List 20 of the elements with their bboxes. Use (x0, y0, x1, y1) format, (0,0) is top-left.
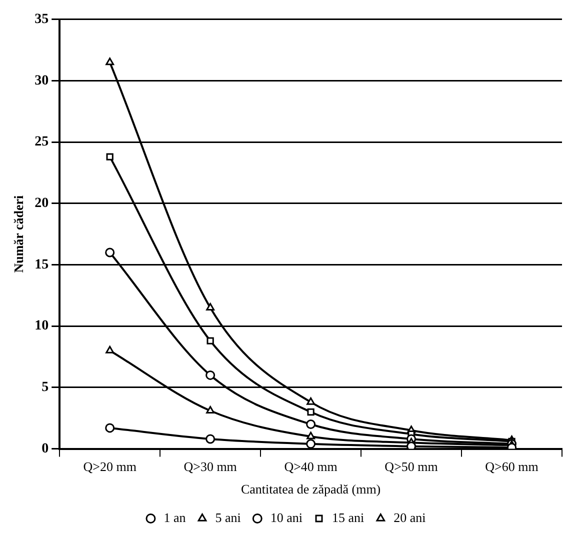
y-tick-label: 25 (34, 134, 49, 150)
y-tick-label: 15 (34, 257, 49, 272)
y-axis-title: Număr căderi (11, 195, 26, 273)
y-tick-label: 30 (34, 73, 49, 88)
x-tick-label: Q>50 mm (384, 459, 438, 474)
legend-label: 1 an (164, 510, 186, 525)
y-tick-label: 10 (34, 318, 49, 334)
y-tick-label: 35 (34, 12, 49, 28)
legend-label: 20 ani (394, 510, 426, 525)
y-tick-label: 0 (42, 441, 49, 456)
legend-label: 5 ani (215, 510, 242, 525)
x-tick-label: Q>30 mm (184, 459, 237, 474)
x-tick-label: Q>60 mm (485, 459, 538, 474)
legend-label: 15 ani (332, 510, 365, 525)
y-tick-label: 20 (34, 196, 49, 212)
x-tick-label: Q>20 mm (83, 459, 136, 474)
legend-label: 10 ani (270, 510, 303, 525)
y-tick-label: 5 (42, 380, 49, 396)
x-axis-title: Cantitatea de zăpadă (mm) (240, 482, 381, 497)
x-tick-label: Q>40 mm (284, 459, 338, 474)
